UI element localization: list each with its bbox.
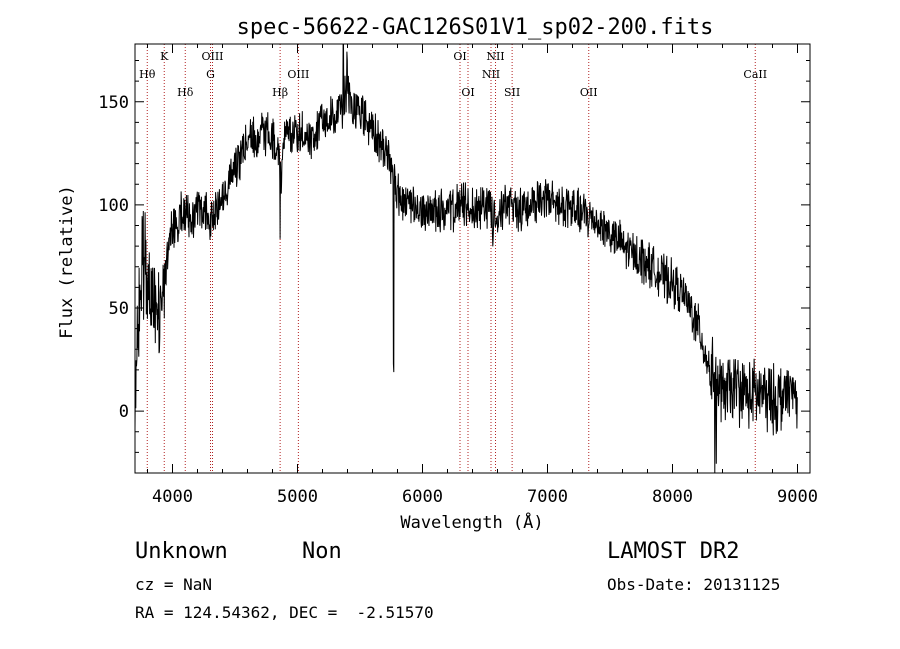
spectrum-line [134,43,798,474]
spectral-line-label: K [160,50,169,63]
survey-name: LAMOST DR2 [607,539,740,564]
spectral-line-label: OI [453,50,466,63]
spectral-line-label: Hδ [177,86,194,99]
spectral-line-label: NII [486,50,504,63]
chart-title: spec-56622-GAC126S01V1_sp02-200.fits [237,15,714,40]
y-tick-label: 150 [98,93,129,113]
spectral-line-label: NII [482,68,500,81]
spectral-line-label: Hθ [139,68,156,81]
observation-date: Obs-Date: 20131125 [607,575,781,594]
plot-frame [134,43,811,474]
y-tick-label: 0 [119,402,129,422]
y-tick-label: 100 [98,196,129,216]
x-axis: 4000 5000 6000 7000 8000 9000 [147,44,818,507]
x-tick-label: 8000 [652,487,693,507]
x-tick-label: 6000 [402,487,443,507]
spectral-line-label: CaII [743,68,767,81]
redshift-cz: cz = NaN [135,575,213,594]
spectral-class: Unknown [135,539,228,564]
coordinates: RA = 124.54362, DEC = -2.51570 [135,603,434,622]
spectral-line-label: OIII [201,50,223,63]
spectral-line-label: OII [580,86,598,99]
y-axis: 0 50 100 150 [98,60,810,453]
x-tick-label: 9000 [777,487,818,507]
spectral-line-label: OIII [287,68,309,81]
x-tick-label: 4000 [152,487,193,507]
spectral-subclass: Non [302,539,342,564]
spectral-line-label: G [206,68,215,81]
spectral-line-label: SII [504,86,520,99]
x-tick-label: 7000 [527,487,568,507]
y-tick-label: 50 [109,299,129,319]
x-axis-label: Wavelength (Å) [400,511,543,533]
x-tick-label: 5000 [277,487,318,507]
spectral-line-markers: Hθ K Hδ OIII G Hβ OIII OI OI NII NII SII OII CaII [139,44,767,473]
spectral-line-label: Hβ [272,86,288,99]
spectral-line-label: OI [461,86,474,99]
y-axis-label: Flux (relative) [57,185,77,339]
